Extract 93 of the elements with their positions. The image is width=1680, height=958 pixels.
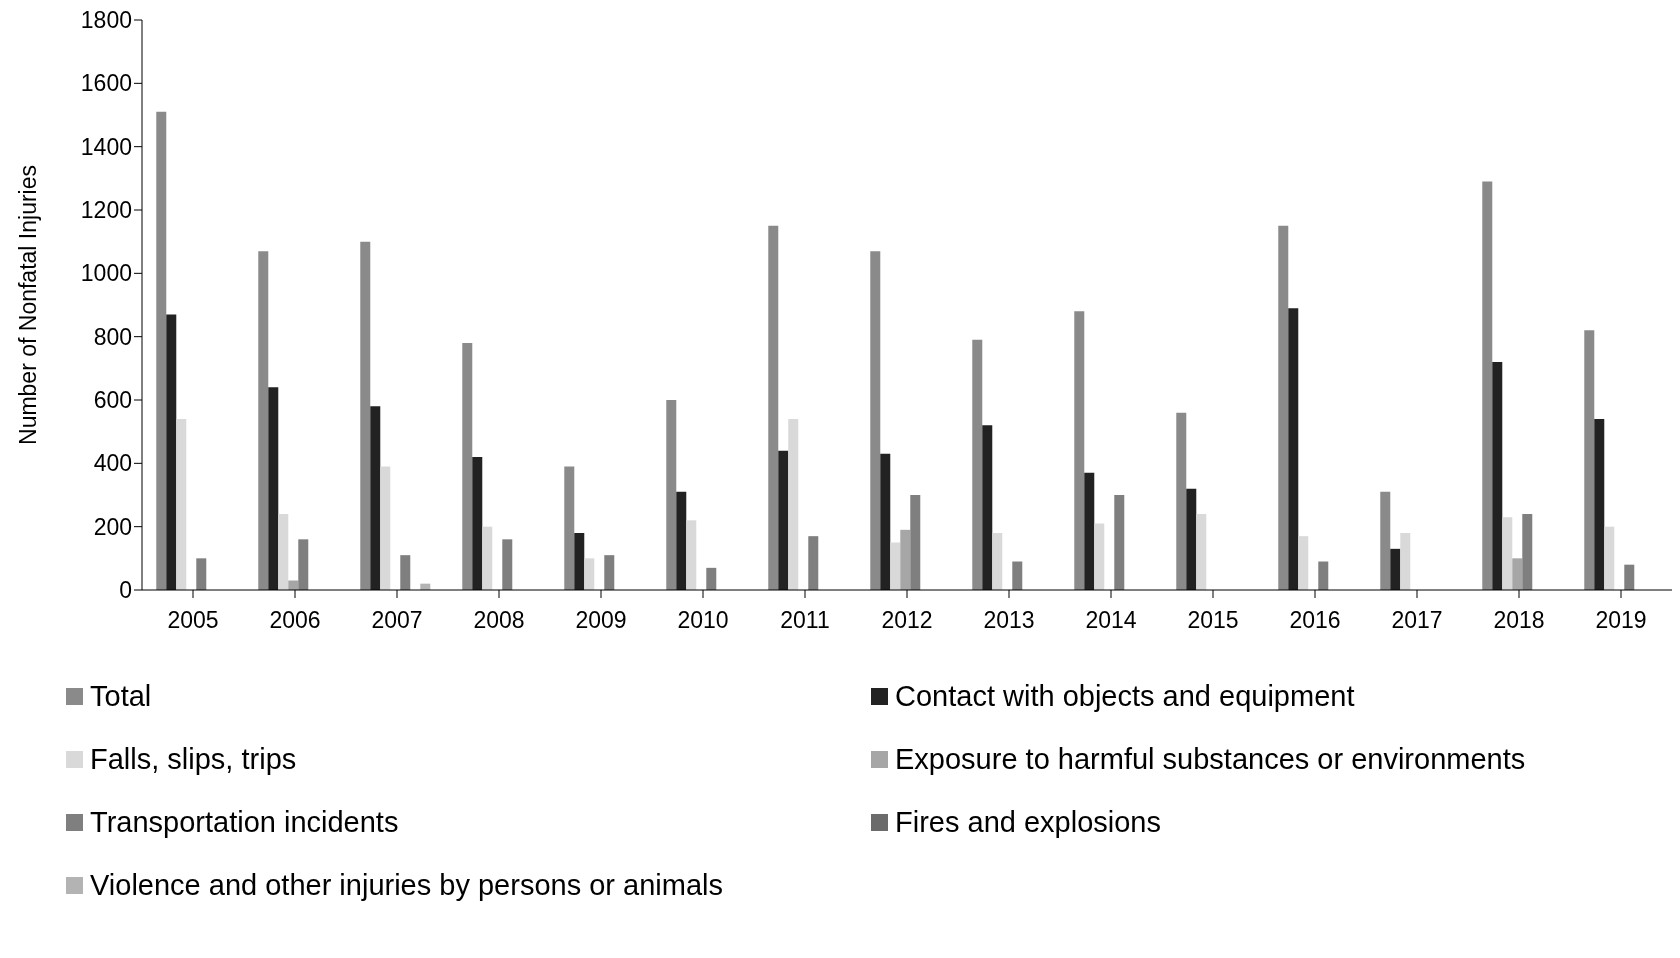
bar — [380, 466, 391, 590]
bar — [890, 542, 901, 590]
x-tick-label: 2007 — [371, 607, 423, 634]
bar — [1074, 311, 1085, 590]
bar — [1176, 412, 1187, 590]
bar — [880, 453, 891, 590]
bar — [992, 533, 1003, 590]
bar — [1012, 561, 1023, 590]
bar — [482, 526, 493, 590]
legend-label: Violence and other injuries by persons or animals — [90, 869, 723, 902]
bar — [268, 387, 279, 590]
bar — [686, 520, 697, 590]
bar — [1084, 472, 1095, 590]
bar — [472, 457, 483, 590]
y-tick-label: 1600 — [80, 70, 132, 97]
bar — [778, 450, 789, 590]
bar — [400, 555, 411, 590]
bar — [176, 419, 187, 590]
bar — [574, 533, 585, 590]
legend-label: Exposure to harmful substances or environments — [895, 743, 1526, 776]
x-tick-label: 2017 — [1391, 607, 1443, 634]
y-tick-label: 1200 — [80, 197, 132, 224]
y-tick-label: 200 — [93, 513, 132, 540]
bar — [584, 558, 595, 590]
bar — [808, 536, 819, 590]
bar — [156, 111, 167, 590]
y-tick-label: 600 — [93, 387, 132, 414]
bar — [1114, 495, 1125, 590]
x-tick-label: 2018 — [1493, 607, 1545, 634]
bar — [370, 406, 381, 590]
bar — [1390, 548, 1401, 590]
bar — [768, 225, 779, 590]
x-tick-label: 2009 — [575, 607, 627, 634]
legend-label: Transportation incidents — [90, 806, 399, 839]
y-tick-label: 400 — [93, 450, 132, 477]
bar — [1624, 564, 1635, 590]
bar — [604, 555, 615, 590]
bar — [1512, 558, 1523, 590]
legend-label: Contact with objects and equipment — [895, 680, 1355, 713]
bar — [1400, 533, 1411, 590]
x-tick-label: 2014 — [1085, 607, 1137, 634]
bar — [1278, 225, 1289, 590]
legend-label: Falls, slips, trips — [90, 743, 297, 776]
y-axis-title: Number of Nonfatal Injuries — [15, 165, 42, 445]
legend-label: Fires and explosions — [895, 806, 1161, 839]
x-tick-label: 2019 — [1595, 607, 1647, 634]
x-tick-label: 2016 — [1289, 607, 1341, 634]
bar — [1492, 362, 1503, 590]
bar — [278, 514, 289, 590]
y-tick-label: 0 — [119, 577, 132, 604]
bar — [1502, 517, 1513, 590]
bar — [1196, 514, 1207, 590]
bar — [788, 419, 799, 590]
bar — [298, 539, 309, 590]
bar — [1522, 514, 1533, 590]
legend-label: Total — [90, 680, 152, 713]
x-tick-label: 2012 — [881, 607, 933, 634]
x-tick-label: 2006 — [269, 607, 321, 634]
bar — [676, 491, 687, 590]
bar — [564, 466, 575, 590]
bar — [166, 314, 177, 590]
bar — [1482, 181, 1493, 590]
bar — [982, 425, 993, 590]
x-tick-label: 2008 — [473, 607, 525, 634]
bar — [196, 558, 207, 590]
y-tick-label: 1800 — [80, 7, 132, 34]
bar — [1288, 308, 1299, 590]
bar — [1298, 536, 1309, 590]
bar — [900, 529, 911, 590]
bar — [1380, 491, 1391, 590]
bar — [706, 567, 717, 590]
bar — [870, 251, 881, 590]
bar — [666, 400, 677, 590]
bar — [1584, 330, 1595, 590]
bar — [910, 495, 921, 590]
bar — [462, 343, 473, 590]
bar — [258, 251, 269, 590]
x-tick-label: 2005 — [167, 607, 219, 634]
x-tick-label: 2011 — [780, 607, 830, 634]
bar — [1594, 419, 1605, 590]
x-tick-label: 2015 — [1187, 607, 1239, 634]
y-tick-label: 1000 — [80, 260, 132, 287]
y-tick-label: 800 — [93, 323, 132, 350]
bar — [1604, 526, 1615, 590]
y-tick-label: 1400 — [80, 133, 132, 160]
bar — [502, 539, 513, 590]
bar — [1186, 488, 1197, 590]
bar — [1318, 561, 1329, 590]
x-tick-label: 2010 — [677, 607, 729, 634]
bar — [360, 241, 371, 590]
bar — [1094, 523, 1105, 590]
x-tick-label: 2013 — [983, 607, 1035, 634]
bar — [972, 339, 983, 590]
